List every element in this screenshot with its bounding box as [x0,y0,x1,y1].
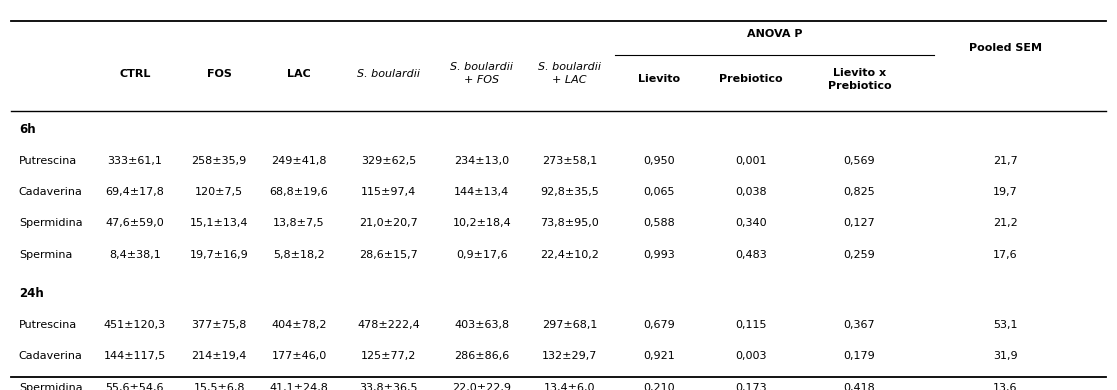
Text: 17,6: 17,6 [993,250,1018,260]
Text: 13,8±7,5: 13,8±7,5 [274,218,325,228]
Text: 0,921: 0,921 [643,351,675,361]
Text: 0,993: 0,993 [643,250,675,260]
Text: 13,4±6,0: 13,4±6,0 [544,383,595,390]
Text: 0,367: 0,367 [843,320,876,330]
Text: Lievito x
Prebiotico: Lievito x Prebiotico [828,68,891,90]
Text: 177±46,0: 177±46,0 [271,351,326,361]
Text: 132±29,7: 132±29,7 [542,351,598,361]
Text: 144±13,4: 144±13,4 [455,187,509,197]
Text: 125±77,2: 125±77,2 [361,351,417,361]
Text: 403±63,8: 403±63,8 [455,320,509,330]
Text: S. boulardii
+ FOS: S. boulardii + FOS [450,62,514,85]
Text: 0,950: 0,950 [643,156,675,166]
Text: 19,7: 19,7 [993,187,1018,197]
Text: 286±86,6: 286±86,6 [455,351,509,361]
Text: 92,8±35,5: 92,8±35,5 [541,187,599,197]
Text: 0,003: 0,003 [735,351,767,361]
Text: 0,038: 0,038 [735,187,767,197]
Text: Pooled SEM: Pooled SEM [968,43,1042,53]
Text: S. boulardii
+ LAC: S. boulardii + LAC [538,62,601,85]
Text: 115±97,4: 115±97,4 [361,187,417,197]
Text: FOS: FOS [207,69,231,79]
Text: 15,5±6,8: 15,5±6,8 [193,383,245,390]
Text: 0,569: 0,569 [843,156,876,166]
Text: 249±41,8: 249±41,8 [271,156,327,166]
Text: 6h: 6h [19,123,36,136]
Text: 214±19,4: 214±19,4 [191,351,247,361]
Text: 69,4±17,8: 69,4±17,8 [105,187,164,197]
Text: 47,6±59,0: 47,6±59,0 [105,218,164,228]
Text: 0,679: 0,679 [643,320,675,330]
Text: LAC: LAC [287,69,311,79]
Text: 404±78,2: 404±78,2 [271,320,327,330]
Text: 0,588: 0,588 [643,218,675,228]
Text: CTRL: CTRL [120,69,151,79]
Text: 329±62,5: 329±62,5 [361,156,417,166]
Text: 333±61,1: 333±61,1 [107,156,162,166]
Text: 273±58,1: 273±58,1 [542,156,598,166]
Text: 120±7,5: 120±7,5 [195,187,244,197]
Text: 28,6±15,7: 28,6±15,7 [360,250,418,260]
Text: 234±13,0: 234±13,0 [455,156,509,166]
Text: 144±117,5: 144±117,5 [104,351,166,361]
Text: Lievito: Lievito [638,74,680,84]
Text: 478±222,4: 478±222,4 [357,320,420,330]
Text: 21,7: 21,7 [993,156,1018,166]
Text: 41,1±24,8: 41,1±24,8 [269,383,328,390]
Text: 297±68,1: 297±68,1 [542,320,598,330]
Text: 0,173: 0,173 [735,383,767,390]
Text: 0,825: 0,825 [843,187,876,197]
Text: Spermidina: Spermidina [19,383,83,390]
Text: 451±120,3: 451±120,3 [104,320,166,330]
Text: 24h: 24h [19,287,44,300]
Text: 22,0±22,9: 22,0±22,9 [452,383,512,390]
Text: 22,4±10,2: 22,4±10,2 [540,250,599,260]
Text: 31,9: 31,9 [993,351,1018,361]
Text: Cadaverina: Cadaverina [19,187,83,197]
Text: Spermidina: Spermidina [19,218,83,228]
Text: 21,2: 21,2 [993,218,1018,228]
Text: 0,340: 0,340 [735,218,767,228]
Text: Spermina: Spermina [19,250,73,260]
Text: 0,115: 0,115 [735,320,767,330]
Text: 8,4±38,1: 8,4±38,1 [109,250,161,260]
Text: Prebiotico: Prebiotico [719,74,783,84]
Text: 0,065: 0,065 [643,187,675,197]
Text: 53,1: 53,1 [993,320,1018,330]
Text: 0,127: 0,127 [843,218,876,228]
Text: 21,0±20,7: 21,0±20,7 [360,218,418,228]
Text: S. boulardii: S. boulardii [357,69,420,79]
Text: 258±35,9: 258±35,9 [191,156,247,166]
Text: 15,1±13,4: 15,1±13,4 [190,218,248,228]
Text: Putrescina: Putrescina [19,320,77,330]
Text: 0,179: 0,179 [843,351,876,361]
Text: 377±75,8: 377±75,8 [191,320,247,330]
Text: Cadaverina: Cadaverina [19,351,83,361]
Text: 10,2±18,4: 10,2±18,4 [452,218,512,228]
Text: 73,8±95,0: 73,8±95,0 [541,218,599,228]
Text: 19,7±16,9: 19,7±16,9 [190,250,248,260]
Text: 13,6: 13,6 [993,383,1018,390]
Text: 0,001: 0,001 [735,156,767,166]
Text: 0,259: 0,259 [843,250,876,260]
Text: 55,6±54,6: 55,6±54,6 [106,383,164,390]
Text: 0,418: 0,418 [843,383,876,390]
Text: 0,9±17,6: 0,9±17,6 [456,250,508,260]
Text: 33,8±36,5: 33,8±36,5 [360,383,418,390]
Text: ANOVA P: ANOVA P [747,29,802,39]
Text: 68,8±19,6: 68,8±19,6 [269,187,328,197]
Text: 5,8±18,2: 5,8±18,2 [274,250,325,260]
Text: 0,483: 0,483 [735,250,767,260]
Text: Putrescina: Putrescina [19,156,77,166]
Text: 0,210: 0,210 [643,383,675,390]
